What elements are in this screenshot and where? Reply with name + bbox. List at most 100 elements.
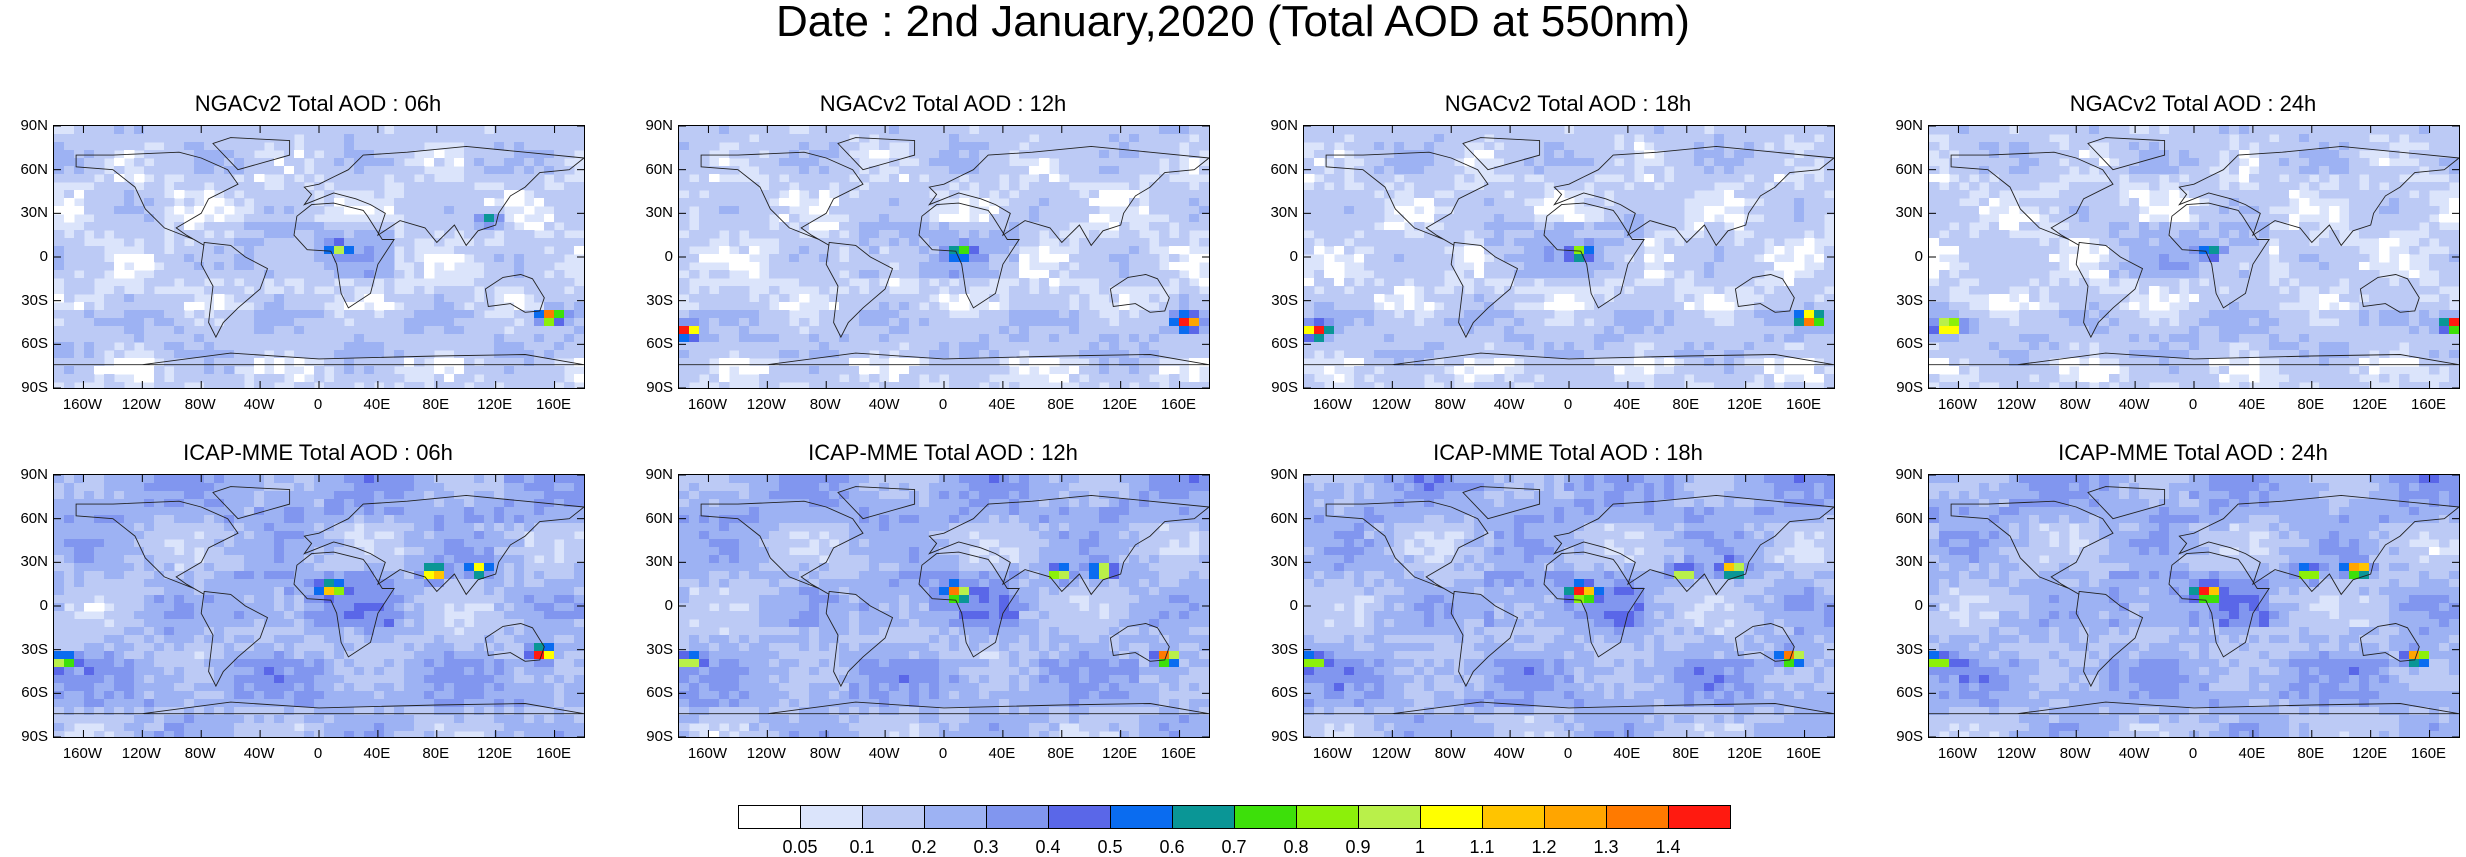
- aod-cell: [154, 294, 165, 303]
- aod-cell: [1794, 158, 1805, 167]
- aod-cell: [1544, 134, 1555, 143]
- aod-cell: [1394, 286, 1405, 295]
- aod-cell: [869, 182, 880, 191]
- aod-cell: [254, 310, 265, 319]
- aod-cell: [1484, 150, 1495, 159]
- aod-cell: [1654, 310, 1665, 319]
- aod-cell: [2239, 174, 2250, 183]
- aod-cell: [1614, 190, 1625, 199]
- aod-cell: [1929, 182, 1940, 191]
- aod-cell: [709, 310, 720, 319]
- aod-cell: [719, 246, 730, 255]
- aod-cell: [1019, 286, 1030, 295]
- aod-cell: [2359, 134, 2370, 143]
- aod-cell: [1754, 334, 1765, 343]
- aod-cell: [1929, 174, 1940, 183]
- aod-cell: [564, 382, 575, 388]
- aod-cell: [154, 198, 165, 207]
- aod-cell: [1324, 134, 1335, 143]
- aod-cell: [809, 126, 820, 135]
- aod-cell: [1029, 350, 1040, 359]
- aod-cell: [1989, 238, 2000, 247]
- aod-cell: [154, 382, 165, 388]
- aod-cell: [1814, 198, 1825, 207]
- aod-cell: [1464, 126, 1475, 135]
- aod-cell: [1999, 126, 2010, 135]
- aod-cell: [1764, 126, 1775, 135]
- aod-cell: [1069, 126, 1080, 135]
- aod-cell: [2029, 150, 2040, 159]
- aod-cell: [889, 182, 900, 191]
- aod-cell: [1634, 358, 1645, 367]
- aod-cell: [1304, 350, 1315, 359]
- aod-cell: [1404, 366, 1415, 375]
- aod-cell: [1674, 366, 1685, 375]
- aod-cell: [1494, 126, 1505, 135]
- aod-cell: [2019, 254, 2030, 263]
- aod-cell: [344, 174, 355, 183]
- aod-cell: [959, 150, 970, 159]
- aod-cell: [1594, 182, 1605, 191]
- aod-cell: [1744, 318, 1755, 327]
- aod-cell: [2199, 262, 2210, 271]
- aod-cell: [244, 190, 255, 199]
- aod-cell: [314, 270, 325, 279]
- aod-cell: [969, 134, 980, 143]
- aod-cell: [2239, 142, 2250, 151]
- aod-cell: [424, 206, 435, 215]
- aod-cell: [1089, 134, 1100, 143]
- aod-cell: [414, 318, 425, 327]
- aod-cell: [1039, 278, 1050, 287]
- aod-cell: [1089, 198, 1100, 207]
- aod-cell: [1624, 262, 1635, 271]
- aod-cell: [1059, 126, 1070, 135]
- aod-cell: [154, 310, 165, 319]
- aod-cell: [1474, 334, 1485, 343]
- aod-cell: [739, 190, 750, 199]
- aod-cell: [2419, 134, 2430, 143]
- aod-cell: [1079, 142, 1090, 151]
- aod-cell: [949, 158, 960, 167]
- aod-cell: [1019, 238, 1030, 247]
- aod-cell: [929, 150, 940, 159]
- aod-cell: [1674, 350, 1685, 359]
- aod-cell: [514, 182, 525, 191]
- aod-cell: [679, 142, 690, 151]
- aod-cell: [929, 174, 940, 183]
- aod-cell: [1199, 334, 1209, 343]
- aod-cell: [1824, 318, 1834, 327]
- aod-cell: [1199, 350, 1209, 359]
- aod-cell: [494, 358, 505, 367]
- aod-cell: [1009, 326, 1020, 335]
- aod-cell: [414, 382, 425, 388]
- aod-cell: [1464, 302, 1475, 311]
- aod-cell: [1384, 374, 1395, 383]
- aod-cell: [1814, 126, 1825, 135]
- aod-cell: [819, 134, 830, 143]
- aod-cell: [759, 126, 770, 135]
- aod-cell: [2109, 126, 2120, 135]
- aod-cell: [1374, 270, 1385, 279]
- aod-cell: [1139, 158, 1150, 167]
- aod-cell: [959, 270, 970, 279]
- aod-cell: [1634, 326, 1645, 335]
- aod-cell: [769, 310, 780, 319]
- aod-cell: [1714, 222, 1725, 231]
- aod-cell: [2329, 142, 2340, 151]
- aod-cell: [464, 342, 475, 351]
- aod-cell: [1019, 254, 1030, 263]
- aod-cell: [1534, 342, 1545, 351]
- aod-cell: [1059, 158, 1070, 167]
- aod-cell: [404, 302, 415, 311]
- aod-cell: [344, 270, 355, 279]
- aod-cell: [1784, 262, 1795, 271]
- aod-cell: [969, 174, 980, 183]
- aod-cell: [184, 374, 195, 383]
- aod-cell: [2059, 166, 2070, 175]
- aod-cell: [544, 334, 555, 343]
- aod-cell: [979, 174, 990, 183]
- aod-cell: [1069, 214, 1080, 223]
- aod-cell: [344, 182, 355, 191]
- aod-cell: [1724, 254, 1735, 263]
- aod-cell: [1724, 142, 1735, 151]
